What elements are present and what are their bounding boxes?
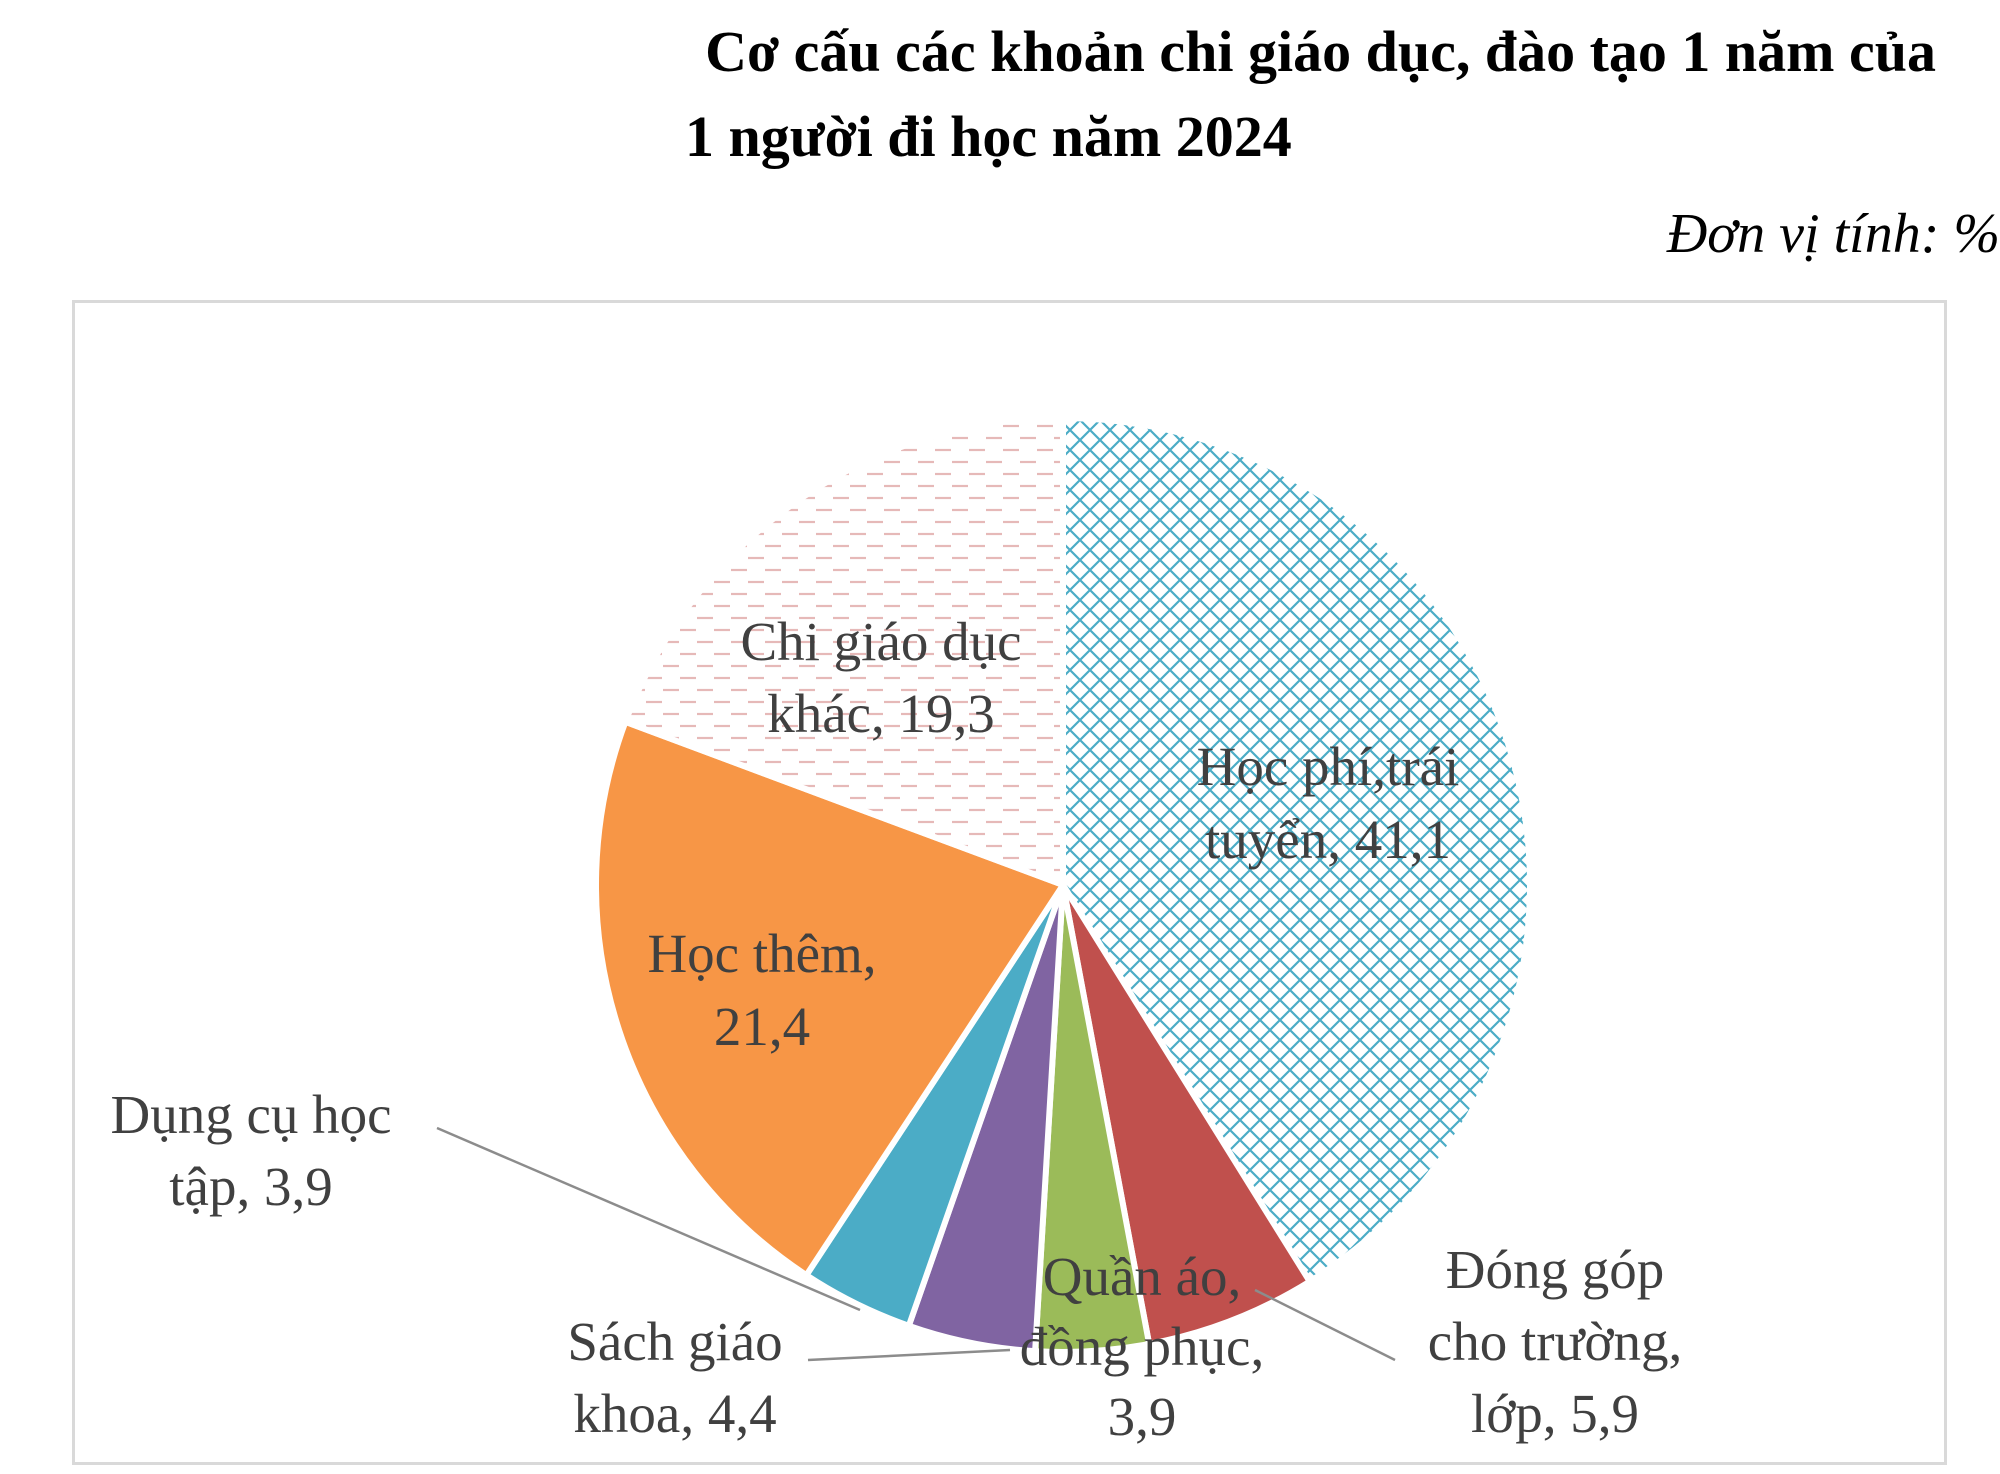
chart-title-line-2: 1 người đi học năm 2024 bbox=[685, 104, 1292, 169]
leader-line-3 bbox=[807, 1348, 1011, 1362]
slice-label-line: khác, 19,3 bbox=[767, 683, 995, 744]
slice-label-line: Dụng cụ học bbox=[110, 1084, 391, 1145]
slice-label-line: Học thêm, bbox=[647, 923, 876, 984]
leader-line-4 bbox=[436, 1126, 861, 1312]
slice-label-line: 21,4 bbox=[714, 996, 810, 1057]
slice-label-line: cho trường, bbox=[1428, 1311, 1682, 1372]
pie-slice-1 bbox=[1060, 882, 1313, 1347]
chart-area bbox=[72, 300, 1947, 1465]
pie-slice-6 bbox=[622, 415, 1066, 888]
slice-label-line: tuyển, 41,1 bbox=[1205, 809, 1451, 870]
slice-label-line: Đóng góp bbox=[1446, 1239, 1664, 1300]
pie-slice-0 bbox=[1060, 415, 1533, 1285]
chart-title-line-1: Cơ cấu các khoản chi giáo dục, đào tạo 1… bbox=[705, 19, 1936, 84]
leader-line-1 bbox=[1254, 1288, 1396, 1362]
slice-label-2: Quần áo, đồng phục, 3,9 bbox=[1020, 1246, 1264, 1447]
slice-label-line: Học phí,trái bbox=[1197, 736, 1460, 797]
slice-label-5: Học thêm, 21,4 bbox=[647, 923, 876, 1057]
slice-label-line: đồng phục, bbox=[1020, 1316, 1264, 1377]
slice-labels: Học phí,trái tuyển, 41,1 Đóng góp cho trườn… bbox=[110, 611, 1682, 1447]
leader-lines bbox=[436, 1126, 1396, 1362]
slice-label-line: khoa, 4,4 bbox=[573, 1383, 776, 1444]
slice-label-line: 3,9 bbox=[1108, 1386, 1177, 1447]
slice-label-4: Dụng cụ học tập, 3,9 bbox=[110, 1084, 391, 1217]
slice-label-6: Chi giáo dục khác, 19,3 bbox=[740, 611, 1021, 744]
unit-label: Đơn vị tính: % bbox=[1666, 203, 2000, 265]
slice-label-line: Quần áo, bbox=[1043, 1246, 1242, 1307]
slice-label-line: lớp, 5,9 bbox=[1471, 1383, 1639, 1444]
slice-label-line: Sách giáo bbox=[567, 1311, 782, 1372]
slice-label-3: Sách giáo khoa, 4,4 bbox=[567, 1311, 782, 1444]
slice-label-line: tập, 3,9 bbox=[169, 1156, 332, 1217]
pie-slices bbox=[593, 415, 1533, 1355]
slice-label-0: Học phí,trái tuyển, 41,1 bbox=[1197, 736, 1460, 870]
pie-slice-5 bbox=[593, 718, 1066, 1279]
slice-label-1: Đóng góp cho trường, lớp, 5,9 bbox=[1428, 1239, 1682, 1444]
slice-label-line: Chi giáo dục bbox=[740, 611, 1021, 672]
